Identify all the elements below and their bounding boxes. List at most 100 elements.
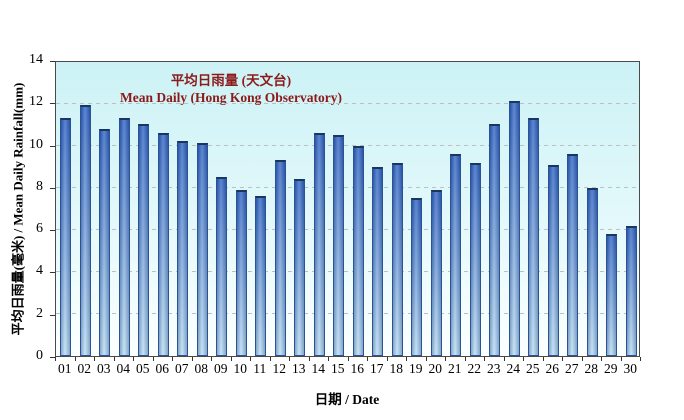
x-tick-label: 29 [604,361,618,376]
x-axis-tick [250,357,251,361]
bar [235,189,247,356]
x-axis-tick [386,357,388,361]
x-axis-tick [484,357,485,361]
bar [547,164,559,356]
bar [352,145,364,356]
y-tick-label: 2 [36,305,43,321]
chart-title-zh: 平均日雨量 (天文台) [170,73,292,88]
x-axis-tick [230,357,232,361]
bar [372,166,384,356]
x-axis-tick [503,357,505,361]
bar [489,124,501,356]
x-tick-label: 09 [214,361,228,376]
bar [118,118,130,356]
x-tick-label: 23 [487,361,501,376]
x-axis-tick [367,357,368,361]
x-tick-label: 11 [253,361,267,376]
x-axis-tick [211,357,212,361]
x-tick-label: 10 [233,361,248,376]
y-axis-tick [50,272,55,274]
chart-title-en: Mean Daily (Hong Kong Observatory) [120,90,342,105]
bar [99,128,111,356]
y-axis-tick [50,230,55,232]
bar [196,143,208,356]
x-axis-tick [523,357,524,361]
x-tick-label: 14 [311,361,326,376]
x-axis-tick [425,357,427,361]
y-axis-tick [50,145,55,147]
x-tick-label: 08 [194,361,209,376]
x-axis-tick [347,357,349,361]
y-tick-label: 14 [29,52,43,67]
x-tick-label: 15 [331,361,345,376]
bar [79,105,91,356]
y-axis-tick [50,357,55,358]
x-axis-tick [269,357,271,361]
x-axis-tick [133,357,134,361]
y-axis-tick [50,103,55,105]
x-tick-label: 24 [506,361,521,376]
y-tick-label: 8 [36,178,43,194]
x-tick-label: 07 [175,361,189,376]
x-tick-label: 26 [545,361,560,376]
x-axis-tick [113,357,115,361]
plot-area: 平均日雨量 (天文台) Mean Daily (Hong Kong Observ… [55,61,640,357]
x-tick-label: 16 [350,361,365,376]
x-axis-tick [74,357,76,361]
x-tick-label: 28 [584,361,599,376]
x-tick-label: 25 [526,361,540,376]
bar [606,234,618,356]
bar [157,132,169,356]
bar [567,154,579,356]
x-axis-tick [172,357,173,361]
x-axis-tick [308,357,310,361]
x-axis-tick [445,357,446,361]
bar [294,179,306,356]
bar [528,118,540,356]
bar [508,101,520,356]
x-axis-tick [328,357,329,361]
bar [313,132,325,356]
y-tick-label: 12 [29,94,43,110]
x-axis-tick [620,357,622,361]
x-tick-label: 17 [370,361,384,376]
bar [586,187,598,356]
x-tick-label: 20 [428,361,443,376]
bar [216,177,228,356]
y-tick-label: 0 [36,348,43,363]
y-axis-title: 平均日雨量(毫米) / Mean Daily Rainfall(mm) [10,82,26,336]
x-tick-label: 21 [448,361,462,376]
x-tick-label: 05 [136,361,150,376]
x-tick-label: 06 [155,361,170,376]
bar [274,160,286,356]
y-tick-label: 10 [29,136,43,152]
x-axis-tick [581,357,583,361]
x-tick-label: 18 [389,361,404,376]
bar [60,118,72,356]
bar [450,154,462,356]
x-tick-label: 03 [97,361,111,376]
bar [411,198,423,356]
bar [255,196,267,356]
x-axis-tick [55,357,56,361]
x-axis-tick [94,357,95,361]
x-tick-label: 02 [77,361,92,376]
x-axis-tick [542,357,544,361]
y-tick-label: 4 [36,263,43,279]
chart-title: 平均日雨量 (天文台) Mean Daily (Hong Kong Observ… [120,72,342,106]
x-axis-tick [406,357,407,361]
bar [391,162,403,356]
y-axis-tick [50,314,55,316]
y-axis-tick [50,61,55,62]
bar [138,124,150,356]
x-tick-label: 30 [623,361,638,376]
x-tick-label: 12 [272,361,287,376]
x-tick-label: 19 [409,361,423,376]
x-axis-tick [562,357,563,361]
bar [469,162,481,356]
x-tick-label: 22 [467,361,482,376]
x-axis-tick [464,357,466,361]
x-axis-title: 日期 / Date [314,392,380,407]
x-axis-tick [289,357,290,361]
